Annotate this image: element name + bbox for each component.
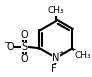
Text: O: O <box>21 30 28 40</box>
Text: +: + <box>58 50 64 56</box>
Text: F: F <box>51 64 57 74</box>
Text: S: S <box>21 42 28 52</box>
Text: −: − <box>3 39 10 48</box>
Text: CH₃: CH₃ <box>48 6 64 15</box>
Text: O: O <box>6 42 14 52</box>
Text: N: N <box>52 53 60 63</box>
Text: O: O <box>21 54 28 64</box>
Text: CH₃: CH₃ <box>74 51 91 60</box>
